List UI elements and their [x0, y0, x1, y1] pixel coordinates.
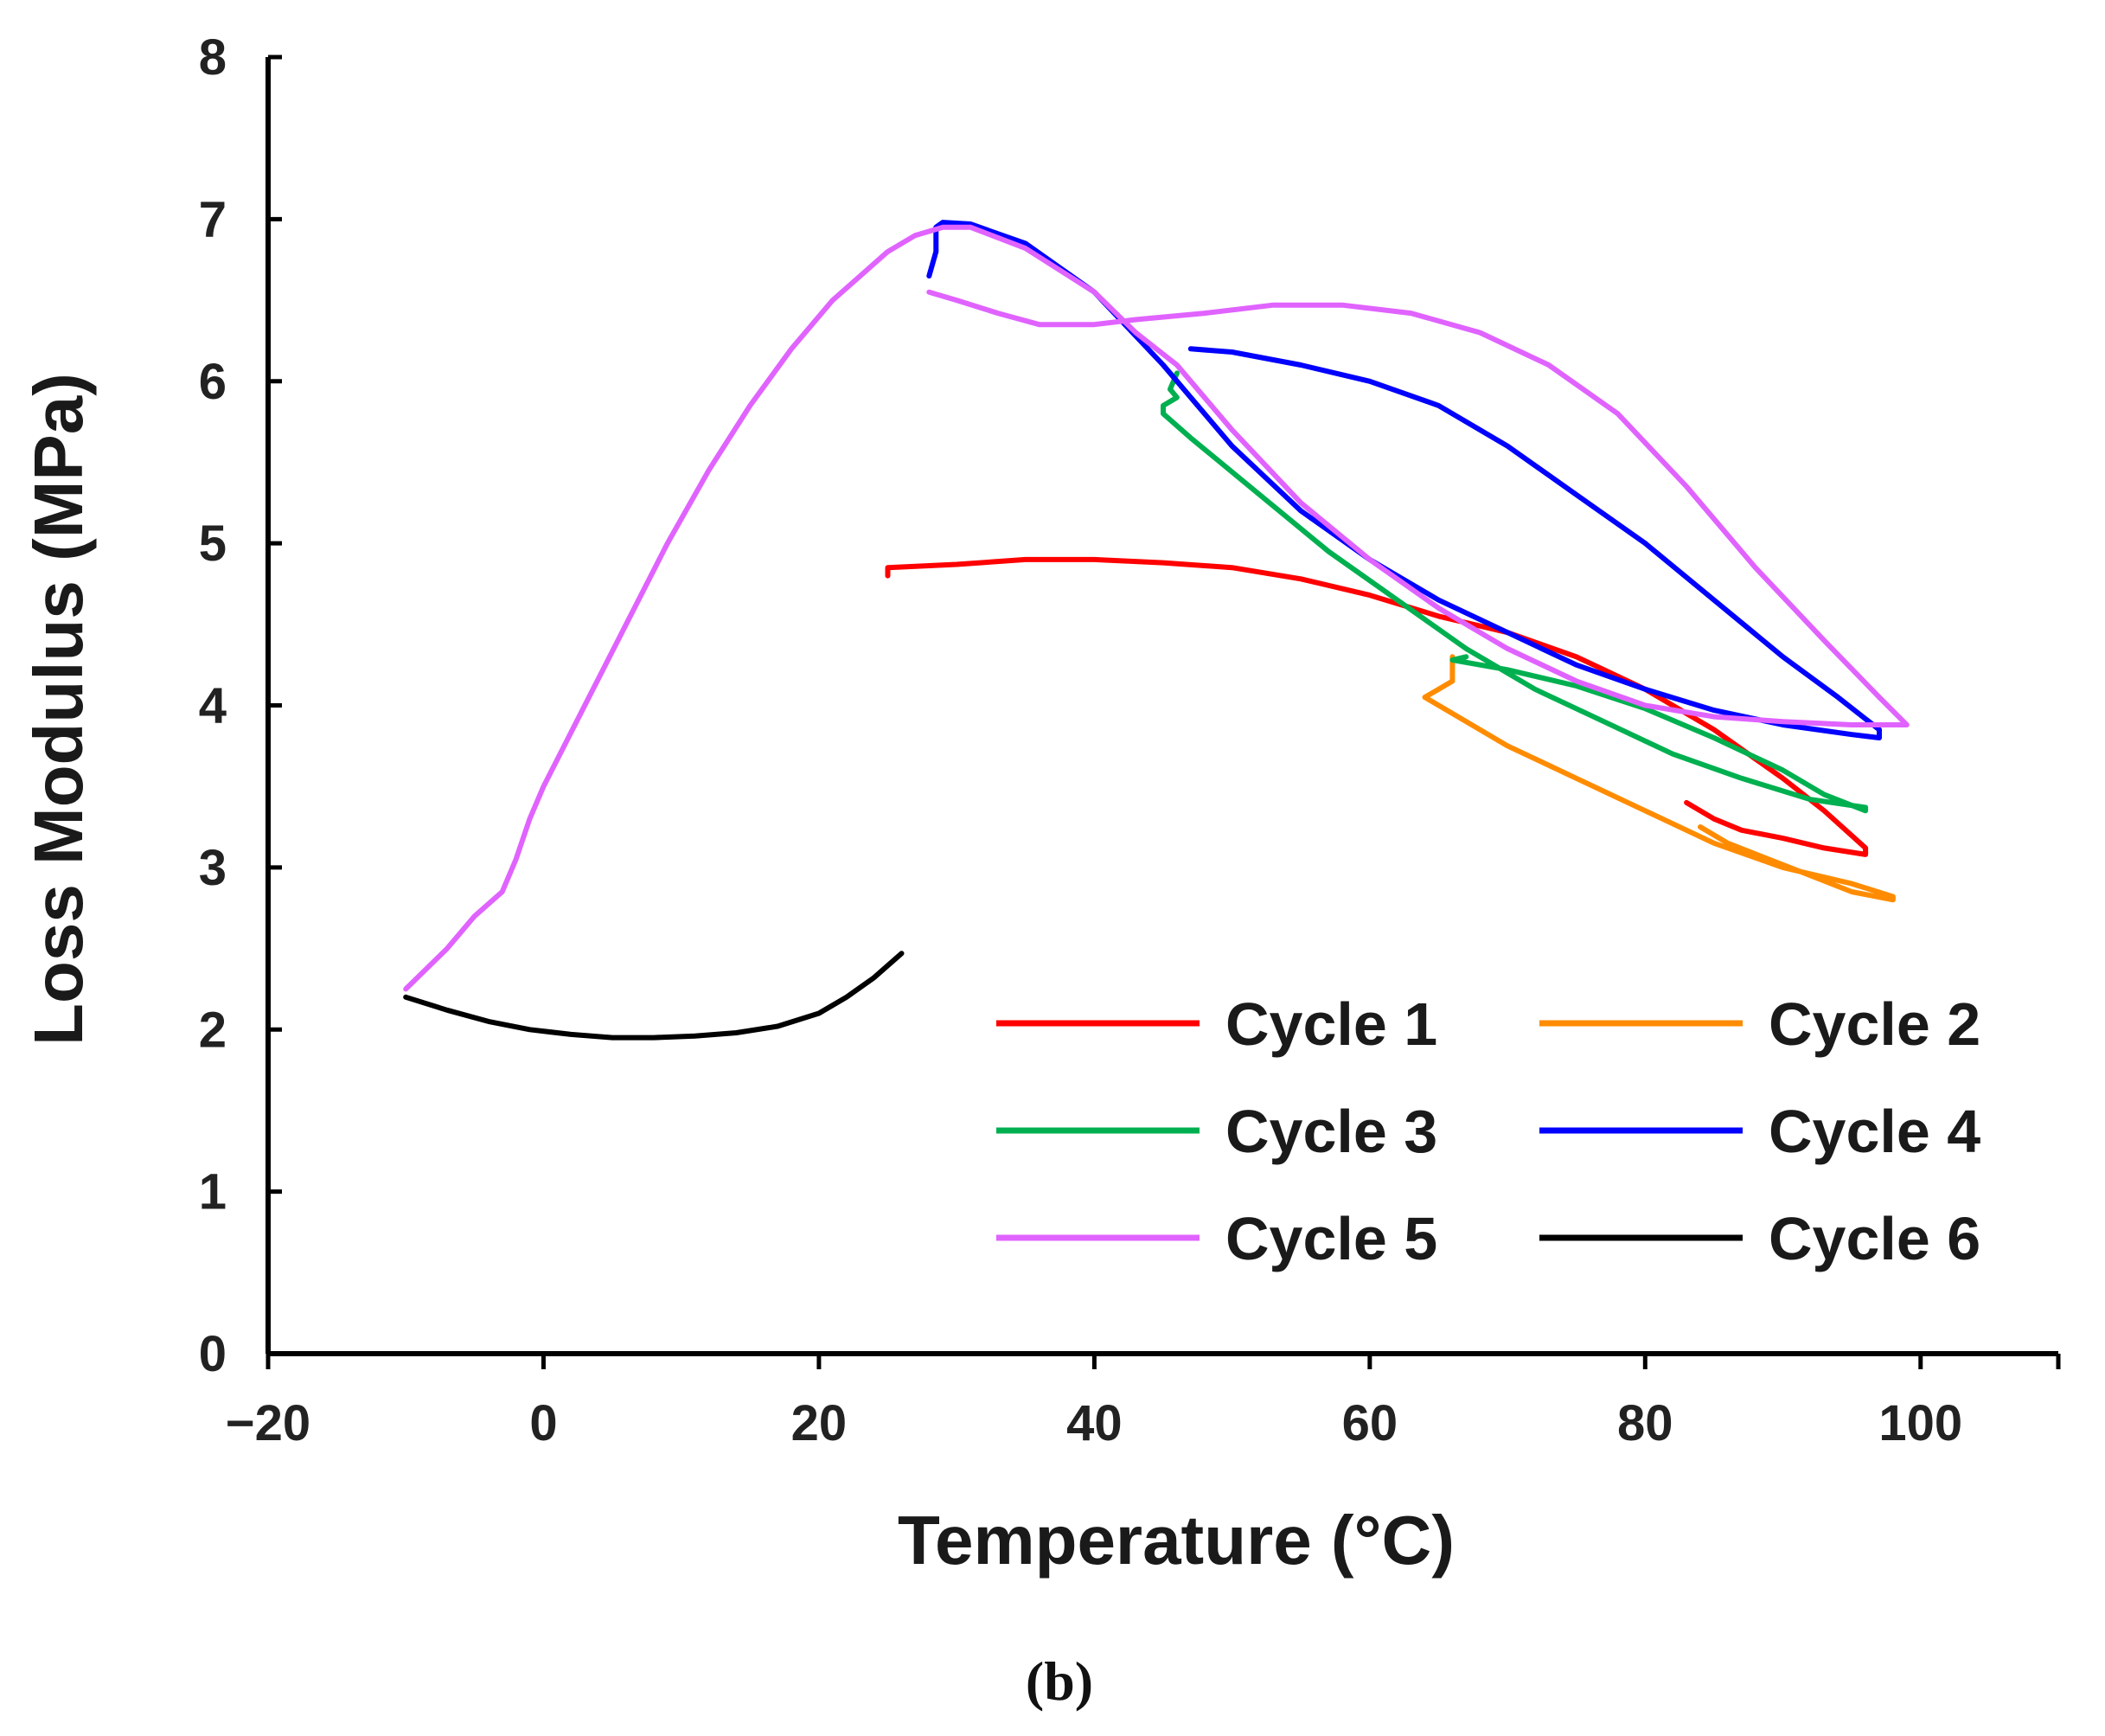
- ticks: 0 1 2 3 4 5 6 7 8 −20 0 20 40 60 80 100: [199, 29, 2061, 1451]
- series-line-cycle-2: [1422, 654, 1896, 903]
- x-tick-label: −20: [226, 1395, 310, 1451]
- legend-label: Cycle 3: [1225, 1098, 1437, 1165]
- series-line-cycle-5: [403, 224, 1910, 992]
- x-tick-label: 20: [791, 1395, 848, 1451]
- legend: Cycle 1 Cycle 2 Cycle 3 Cycle 4 Cycle 5 Cycle…: [996, 990, 1980, 1272]
- legend-label: Cycle 2: [1769, 990, 1980, 1058]
- series-line-cycle-6: [403, 951, 905, 1041]
- y-tick-label: 2: [199, 1002, 227, 1058]
- y-tick-label: 7: [199, 191, 227, 247]
- x-axis-title: Temperature (°C): [898, 1502, 1455, 1579]
- y-tick-label: 8: [199, 29, 227, 86]
- panel-label: (b): [1026, 1650, 1093, 1712]
- legend-label: Cycle 5: [1225, 1205, 1437, 1272]
- x-tick-label: 40: [1066, 1395, 1123, 1451]
- y-tick-label: 6: [199, 354, 227, 410]
- series-line-cycle-4: [926, 220, 1882, 740]
- y-tick-label: 3: [199, 840, 227, 896]
- legend-label: Cycle 4: [1769, 1098, 1980, 1165]
- y-axis-title: Loss Modulus (MPa): [20, 373, 97, 1046]
- series-layer: [403, 220, 1910, 1041]
- y-tick-label: 5: [199, 516, 227, 572]
- x-tick-label: 100: [1878, 1395, 1962, 1451]
- series-line-cycle-3: [1161, 370, 1869, 814]
- x-tick-label: 80: [1617, 1395, 1673, 1451]
- y-tick-label: 1: [199, 1164, 227, 1220]
- legend-label: Cycle 1: [1225, 990, 1437, 1058]
- x-tick-label: 0: [529, 1395, 557, 1451]
- legend-label: Cycle 6: [1769, 1205, 1980, 1272]
- y-tick-label: 0: [199, 1326, 227, 1382]
- series-line-cycle-1: [885, 556, 1869, 857]
- x-tick-label: 60: [1342, 1395, 1398, 1451]
- y-tick-label: 4: [199, 678, 227, 734]
